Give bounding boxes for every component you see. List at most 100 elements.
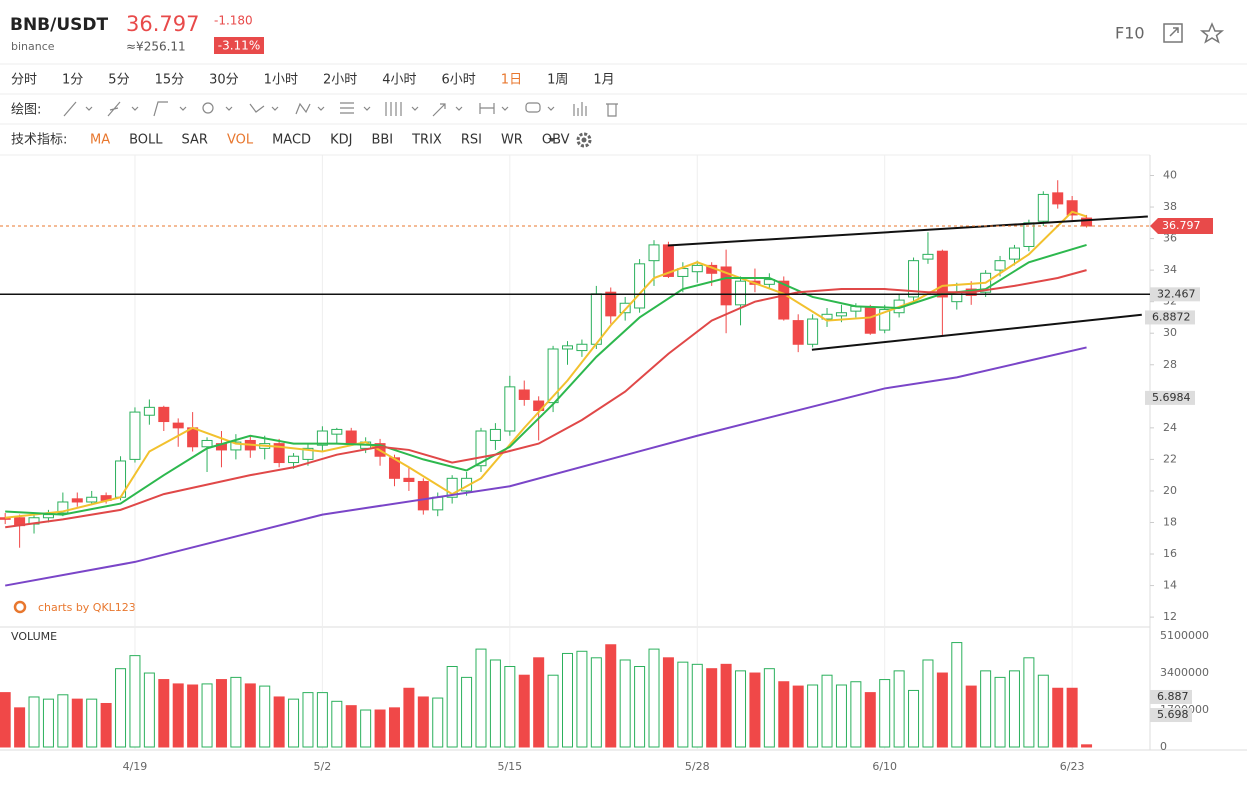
interval-tab[interactable]: 2小时: [323, 73, 357, 88]
volume-bar: [461, 676, 473, 748]
interval-tab[interactable]: 分时: [11, 73, 37, 88]
volume-marker: [1150, 708, 1192, 723]
candle-body: [1066, 200, 1078, 216]
interval-tab[interactable]: 1小时: [264, 73, 298, 88]
settings-icon[interactable]: [576, 132, 592, 148]
candle-body: [273, 443, 285, 464]
cny-price: ≈¥256.11: [126, 40, 186, 54]
volume-bar: [1037, 674, 1049, 748]
volume-marker: [1150, 689, 1192, 704]
interval-tab[interactable]: 1日: [501, 73, 522, 88]
volume-bar: [143, 672, 155, 748]
volume-bar: [187, 684, 199, 748]
draw-tools[interactable]: [63, 101, 618, 117]
candle-body: [835, 312, 847, 317]
interval-tab[interactable]: 4小时: [382, 73, 416, 88]
volume-bar: [634, 666, 646, 748]
candle-body: [158, 406, 170, 423]
axis-marker-label: 5.6984: [1152, 391, 1191, 404]
y-tick-label: 34: [1163, 263, 1177, 276]
volume-bar: [994, 676, 1006, 748]
volume-bar: [86, 698, 98, 748]
last-price-tag: [1150, 218, 1213, 235]
indicator-tab[interactable]: BOLL: [129, 133, 163, 148]
x-tick-label: 5/2: [314, 760, 332, 773]
y-tick-label: 16: [1163, 547, 1177, 560]
volume-bar: [590, 657, 602, 748]
candle-body: [345, 430, 357, 445]
fullscreen-icon[interactable]: [1163, 23, 1183, 43]
change: -1.180: [214, 14, 253, 28]
last-price-label: 36.797: [1162, 219, 1201, 232]
candle-body: [403, 477, 415, 482]
volume-bar: [100, 702, 112, 748]
candle-body: [172, 422, 184, 429]
indicator-tab[interactable]: MACD: [272, 133, 311, 148]
volume-bar: [244, 683, 256, 748]
candle-body: [42, 514, 54, 519]
indicator-tab[interactable]: BBI: [371, 133, 393, 148]
pct-badge: [214, 37, 264, 54]
x-tick-label: 4/19: [123, 760, 148, 773]
candle-body: [230, 441, 242, 451]
indicator-tab[interactable]: TRIX: [411, 133, 442, 148]
indicator-tab[interactable]: OBV: [542, 133, 570, 148]
volume-bar: [172, 683, 184, 748]
indicator-tab[interactable]: WR: [501, 133, 523, 148]
volume-bar: [388, 707, 400, 748]
logo: [13, 600, 27, 614]
candle-body: [792, 320, 804, 345]
y-tick-label: 28: [1163, 358, 1177, 371]
interval-tab[interactable]: 1月: [593, 73, 614, 88]
volume-bar: [576, 650, 588, 748]
volume-bar: [129, 655, 141, 748]
volume-bar: [1066, 687, 1078, 748]
interval-tab[interactable]: 6小时: [442, 73, 476, 88]
indicator-tab[interactable]: RSI: [461, 133, 482, 148]
candle-body: [71, 498, 83, 503]
interval-tab[interactable]: 1周: [547, 73, 568, 88]
favorite-icon[interactable]: [1199, 22, 1225, 44]
candle-body: [489, 428, 501, 441]
volume-bar: [749, 672, 761, 748]
interval-tab[interactable]: 15分: [155, 73, 185, 88]
volume-bar: [1023, 657, 1035, 748]
candle-body: [879, 309, 891, 331]
volume-bar: [158, 679, 170, 748]
volume-bar: [936, 672, 948, 748]
candle-body: [908, 260, 920, 298]
volume-bar: [345, 705, 357, 748]
indicator-tab[interactable]: VOL: [227, 133, 254, 148]
y-tick-label: 36: [1163, 232, 1177, 245]
volume-bar: [533, 657, 545, 748]
volume-bar: [706, 668, 718, 748]
volume-bar: [28, 696, 40, 748]
indicator-tab[interactable]: MA: [90, 133, 110, 148]
candle-body: [446, 477, 458, 498]
candle-body: [86, 496, 98, 503]
dropdown-arrow[interactable]: [548, 138, 556, 142]
f10-button[interactable]: F10: [1115, 24, 1145, 43]
interval-tab[interactable]: 1分: [62, 73, 83, 88]
volume-bar: [922, 659, 934, 748]
volume-bar: [605, 644, 617, 748]
y-tick-label: 12: [1163, 610, 1177, 623]
interval-tab[interactable]: 5分: [108, 73, 129, 88]
candle-body: [432, 496, 444, 511]
volume-bar: [403, 687, 415, 748]
volume-bar: [547, 674, 559, 748]
volume-bar: [821, 674, 833, 748]
draw-label: 绘图:: [11, 103, 41, 118]
x-tick-label: 5/28: [685, 760, 710, 773]
symbol: BNB/USDT: [10, 15, 109, 35]
interval-tab[interactable]: 30分: [209, 73, 239, 88]
indicator-tab[interactable]: KDJ: [330, 133, 352, 148]
indicator-tab[interactable]: SAR: [182, 133, 208, 148]
candle-body: [316, 430, 328, 446]
volume-bar: [489, 659, 501, 748]
candle-body: [922, 253, 934, 260]
candle-body: [504, 386, 516, 432]
candle-body: [590, 293, 602, 345]
